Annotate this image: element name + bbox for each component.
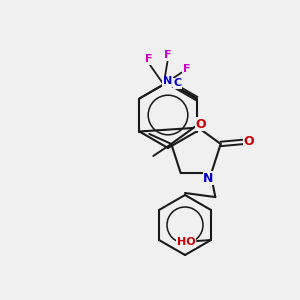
Text: F: F — [164, 50, 171, 61]
Text: O: O — [243, 135, 254, 148]
Text: O: O — [196, 118, 206, 130]
Text: F: F — [183, 64, 190, 74]
Text: C: C — [173, 79, 181, 88]
Text: N: N — [203, 172, 214, 184]
Text: N: N — [163, 76, 172, 86]
Text: HO: HO — [177, 237, 195, 247]
Text: F: F — [145, 55, 152, 64]
